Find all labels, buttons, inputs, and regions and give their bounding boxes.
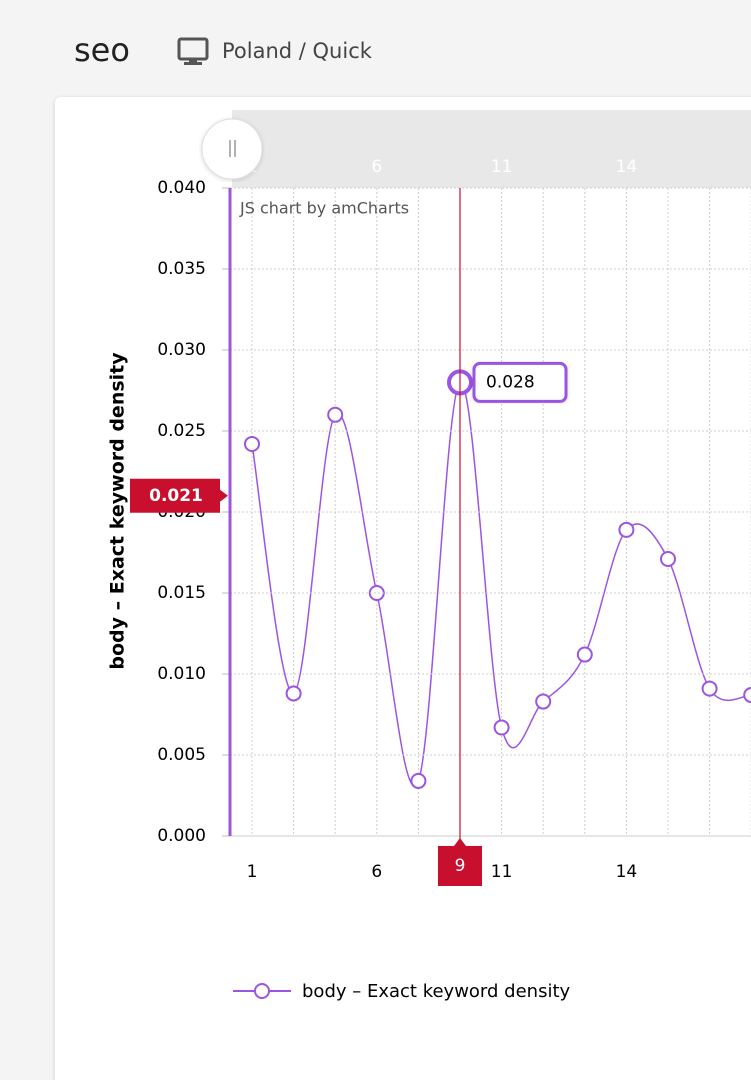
y-tick-label: 0.040 xyxy=(157,178,206,198)
scrollbar-label: 14 xyxy=(616,157,638,177)
scrollbar[interactable] xyxy=(232,110,751,188)
credit: JS chart by amCharts xyxy=(239,199,409,218)
scroll-grip[interactable] xyxy=(201,118,263,180)
data-point xyxy=(285,685,302,702)
cursor-y-box xyxy=(130,478,228,513)
y-tick-label: 0.000 xyxy=(157,826,206,846)
data-point xyxy=(493,719,510,736)
x-tick-label: 6 xyxy=(371,862,382,882)
data-point xyxy=(410,772,427,789)
page-title: seo xyxy=(74,31,130,69)
cursor-y-label: 0.021 xyxy=(149,486,203,506)
scrollbar-label: 11 xyxy=(491,157,513,177)
y-axis-title: body – Exact keyword density xyxy=(107,352,129,670)
scrollbar-label: 6 xyxy=(371,157,382,177)
grip-lines xyxy=(229,140,236,157)
chart: 0.0000.0050.0100.0150.0200.0250.0300.035… xyxy=(130,157,751,1002)
data-point xyxy=(618,521,635,538)
cursor-x-label: 9 xyxy=(455,856,466,876)
y-tick-label: 0.030 xyxy=(157,340,206,360)
x-tick-label: 1 xyxy=(247,862,258,882)
y-tick-label: 0.035 xyxy=(157,259,206,279)
data-point xyxy=(701,680,718,697)
legend-marker xyxy=(254,983,270,999)
data-point xyxy=(660,550,676,567)
y-tick-label: 0.025 xyxy=(157,421,206,441)
y-tick-label: 0.010 xyxy=(157,664,206,684)
legend-label: body – Exact keyword density xyxy=(302,981,571,1002)
cursor-x-box xyxy=(438,838,482,886)
data-point xyxy=(327,406,344,423)
data-point xyxy=(576,646,593,663)
balloon-value: 0.028 xyxy=(486,372,535,392)
data-point xyxy=(743,687,751,704)
x-tick-label: 14 xyxy=(616,862,638,882)
page-subtitle: Poland / Quick xyxy=(222,39,373,63)
monitor-icon xyxy=(177,37,209,65)
x-tick-label: 11 xyxy=(491,862,513,882)
data-point xyxy=(244,435,260,452)
y-tick-label: 0.005 xyxy=(157,745,206,765)
y-tick-label: 0.015 xyxy=(157,583,206,603)
balloon xyxy=(472,361,568,403)
data-point xyxy=(535,693,552,710)
